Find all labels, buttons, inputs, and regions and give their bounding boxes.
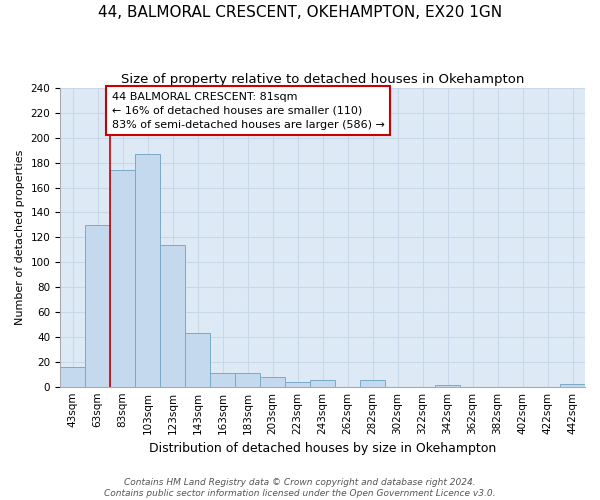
Text: 44 BALMORAL CRESCENT: 81sqm
← 16% of detached houses are smaller (110)
83% of se: 44 BALMORAL CRESCENT: 81sqm ← 16% of det… — [112, 92, 385, 130]
Bar — [210, 373, 235, 386]
Bar — [310, 380, 335, 386]
Bar — [185, 333, 210, 386]
X-axis label: Distribution of detached houses by size in Okehampton: Distribution of detached houses by size … — [149, 442, 496, 455]
Text: Contains HM Land Registry data © Crown copyright and database right 2024.
Contai: Contains HM Land Registry data © Crown c… — [104, 478, 496, 498]
Bar — [85, 225, 110, 386]
Bar — [135, 154, 160, 386]
Text: 44, BALMORAL CRESCENT, OKEHAMPTON, EX20 1GN: 44, BALMORAL CRESCENT, OKEHAMPTON, EX20 … — [98, 5, 502, 20]
Title: Size of property relative to detached houses in Okehampton: Size of property relative to detached ho… — [121, 72, 524, 86]
Bar — [285, 382, 310, 386]
Bar — [560, 384, 585, 386]
Bar — [235, 373, 260, 386]
Bar — [260, 376, 285, 386]
Y-axis label: Number of detached properties: Number of detached properties — [15, 150, 25, 325]
Bar — [110, 170, 135, 386]
Bar — [60, 367, 85, 386]
Bar — [160, 245, 185, 386]
Bar — [360, 380, 385, 386]
